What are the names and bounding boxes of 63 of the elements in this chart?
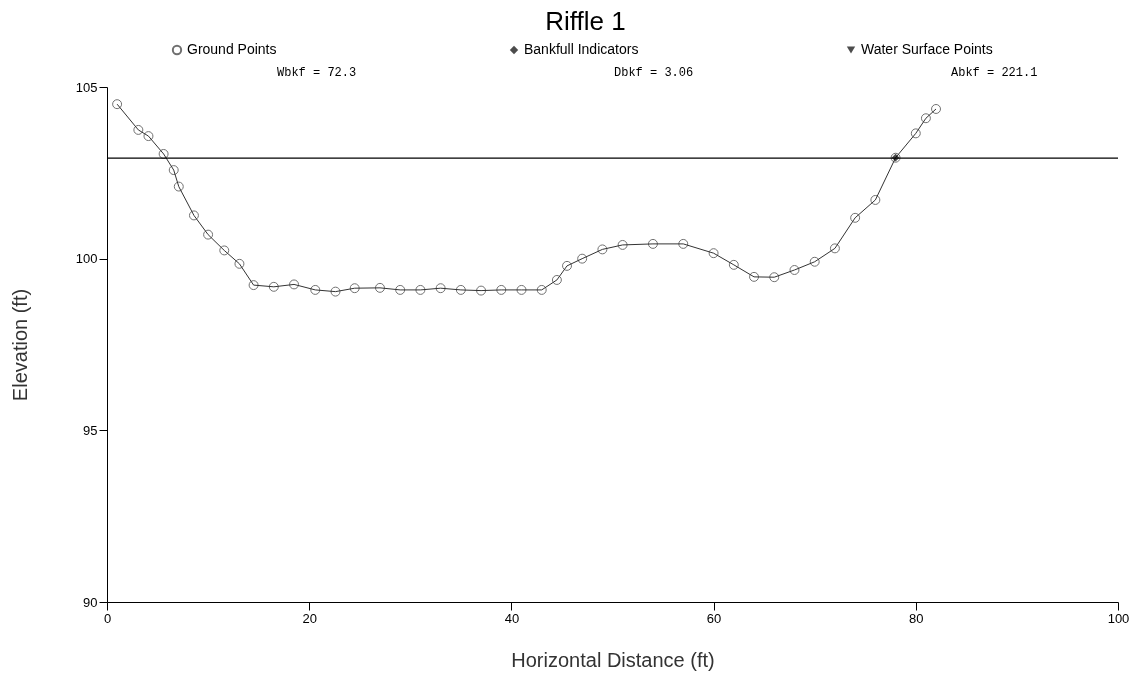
point: [349, 283, 360, 294]
x-tick-label: 100: [1107, 610, 1130, 626]
point: [769, 272, 780, 283]
legend-label: Ground Points: [187, 41, 277, 57]
x-tick-label: 80: [909, 610, 924, 626]
point: [551, 274, 562, 285]
point: [455, 284, 466, 295]
point: [647, 238, 658, 249]
x-tick-label: 20: [302, 610, 317, 626]
point: [870, 194, 881, 205]
point: [188, 210, 199, 221]
point: [536, 284, 547, 295]
y-tick-label: 90: [83, 594, 98, 610]
x-tick-label: 0: [103, 610, 112, 626]
x-tick-label: 60: [706, 610, 722, 626]
point: [516, 284, 527, 295]
y-axis-title: Elevation (ft): [8, 288, 31, 402]
point: [234, 258, 245, 269]
point: [395, 284, 406, 295]
point: [168, 165, 179, 176]
legend-label: Bankfull Indicators: [524, 41, 639, 57]
x-axis-title: Horizontal Distance (ft): [511, 648, 715, 671]
point: [496, 284, 507, 295]
point: [562, 260, 572, 271]
point: [158, 148, 169, 159]
point: [289, 279, 300, 290]
point: [597, 244, 608, 255]
point: [931, 104, 941, 114]
point: [219, 245, 230, 256]
point: [310, 284, 321, 295]
y-tick-label: 105: [75, 79, 98, 95]
y-tick-label: 100: [75, 251, 98, 267]
point: [415, 284, 426, 295]
point: [375, 282, 385, 293]
x-tick-label: 40: [504, 610, 520, 626]
point: [789, 265, 800, 275]
point: [577, 253, 588, 264]
point: [728, 259, 739, 270]
point: [476, 285, 487, 296]
point: [749, 271, 760, 282]
point: [708, 248, 719, 259]
point: [143, 131, 154, 142]
point: [850, 212, 861, 223]
point: [829, 243, 840, 254]
point: [910, 128, 921, 139]
text: Wbkf = 72.3: [277, 66, 357, 80]
point: [112, 99, 123, 110]
point: [268, 281, 279, 292]
point: [133, 124, 144, 135]
y-tick-label: 95: [83, 422, 98, 438]
point: [920, 113, 931, 124]
point: [173, 181, 184, 192]
text: Dbkf = 3.06: [614, 66, 694, 80]
point: [330, 286, 341, 297]
text: Abkf = 221.1: [951, 66, 1038, 80]
legend-label: Water Surface Points: [861, 41, 993, 57]
chart-title: Riffle 1: [545, 6, 626, 36]
point: [809, 256, 820, 267]
point: [617, 239, 628, 250]
point: [435, 283, 446, 294]
point: [248, 280, 259, 291]
point: [203, 229, 214, 240]
point: [678, 238, 689, 249]
